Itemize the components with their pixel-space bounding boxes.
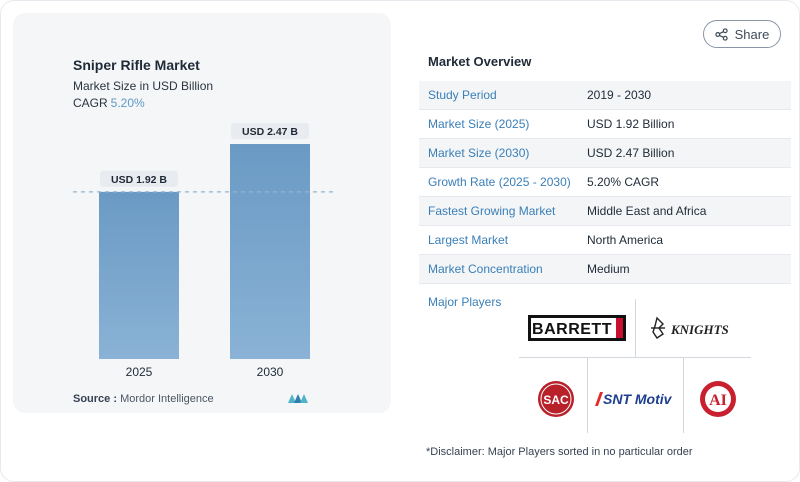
share-label: Share — [734, 26, 770, 42]
overview-value: USD 2.47 Billion — [587, 146, 675, 160]
svg-text:KNIGHTS: KNIGHTS — [670, 322, 729, 337]
data-label: USD 1.92 B — [111, 174, 167, 186]
data-label-bg — [100, 170, 178, 187]
svg-text:SAC: SAC — [543, 393, 569, 407]
barrett-logo: BARRETT — [525, 311, 629, 345]
chart-subtitle: Market Size in USD Billion — [73, 79, 214, 93]
bar-chart: USD 1.92 B 2025 USD 2.47 B 2030 — [73, 123, 337, 379]
overview-label: Fastest Growing Market — [428, 204, 556, 218]
disclaimer: *Disclaimer: Major Players sorted in no … — [426, 446, 693, 458]
overview-label: Largest Market — [428, 233, 509, 247]
svg-text:SNT Motiv: SNT Motiv — [603, 391, 673, 407]
mordor-logo-icon — [288, 394, 308, 403]
bar-2030 — [230, 144, 310, 359]
source-line: Source : Mordor Intelligence — [73, 393, 214, 405]
ai-logo: AI — [691, 379, 745, 419]
share-icon — [714, 27, 728, 41]
sac-logo: SAC — [529, 379, 583, 419]
overview-row-concentration: Market Concentration Medium — [419, 255, 791, 284]
share-button[interactable]: Share — [703, 20, 781, 48]
major-players-grid: BARRETT KNIGHTS SAC SNT Motiv — [519, 299, 751, 433]
svg-text:AI: AI — [709, 392, 727, 409]
overview-title: Market Overview — [428, 54, 532, 69]
x-tick-label: 2030 — [257, 365, 284, 379]
source-text: Mordor Intelligence — [120, 393, 214, 405]
overview-label: Market Concentration — [428, 262, 543, 276]
snt-motiv-logo: SNT Motiv — [591, 379, 681, 419]
overview-label: Market Size (2025) — [428, 117, 530, 131]
overview-value: 2019 - 2030 — [587, 88, 652, 102]
knights-armament-logo: KNIGHTS — [643, 311, 747, 345]
overview-row-fastest-growing: Fastest Growing Market Middle East and A… — [419, 197, 791, 226]
overview-row-study-period: Study Period 2019 - 2030 — [419, 81, 791, 110]
chart-panel — [13, 13, 391, 413]
svg-text:BARRETT: BARRETT — [532, 321, 612, 338]
overview-row-largest-market: Largest Market North America — [419, 226, 791, 255]
x-tick-label: 2025 — [126, 365, 153, 379]
cagr-value: 5.20% — [110, 96, 145, 110]
overview-value: Medium — [587, 262, 630, 276]
chart-title: Sniper Rifle Market — [73, 57, 200, 73]
overview-value: USD 1.92 Billion — [587, 117, 675, 131]
overview-value: 5.20% CAGR — [587, 175, 660, 189]
overview-label: Growth Rate (2025 - 2030) — [428, 175, 571, 189]
major-players-title: Major Players — [428, 295, 502, 309]
data-label: USD 2.47 B — [242, 126, 298, 138]
overview-value: Middle East and Africa — [587, 204, 707, 218]
overview-table: Study Period 2019 - 2030 Market Size (20… — [419, 81, 791, 284]
source-label: Source : — [73, 393, 118, 405]
overview-row-growth-rate: Growth Rate (2025 - 2030) 5.20% CAGR — [419, 168, 791, 197]
cagr-line: CAGR 5.20% — [73, 96, 145, 110]
cagr-label: CAGR — [73, 96, 108, 110]
bar-2025 — [99, 191, 179, 359]
data-label-bg — [231, 123, 309, 140]
overview-label: Market Size (2030) — [428, 146, 530, 160]
overview-row-market-size-2030: Market Size (2030) USD 2.47 Billion — [419, 139, 791, 168]
overview-row-market-size-2025: Market Size (2025) USD 1.92 Billion — [419, 110, 791, 139]
overview-value: North America — [587, 233, 664, 247]
overview-label: Study Period — [428, 88, 497, 102]
